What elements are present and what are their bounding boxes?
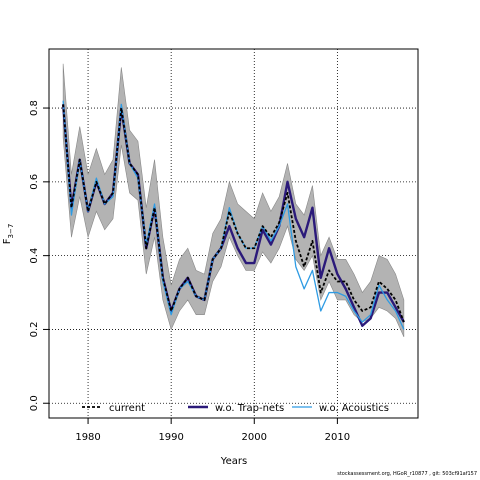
y-axis: 0.0 0.2 0.4 0.6 0.8 (29, 100, 49, 411)
y-tick-label: 0.6 (29, 174, 40, 190)
legend-label: current (109, 403, 145, 414)
y-axis-title-sub: 3−7 (7, 224, 15, 239)
x-tick-label: 1980 (75, 432, 100, 443)
x-axis-title: Years (220, 456, 247, 467)
legend-label: w.o. Trap-nets (215, 403, 284, 414)
plot-frame (48, 48, 419, 419)
y-tick-label: 0.8 (29, 100, 40, 116)
x-tick-label: 1990 (158, 432, 183, 443)
x-tick-label: 2010 (325, 432, 350, 443)
legend: current w.o. Trap-nets w.o. Acoustics (82, 403, 389, 414)
series-line-0 (62, 104, 405, 323)
legend-label: w.o. Acoustics (319, 403, 389, 414)
x-tick-label: 2000 (242, 432, 267, 443)
x-axis: 1980 1990 2000 2010 (75, 418, 350, 443)
footer-credit: stockassessment.org, HGoR_r10877 , git: … (337, 471, 477, 477)
series-lines (61, 100, 405, 330)
y-tick-label: 0.2 (29, 321, 40, 337)
y-axis-title: F3−7 (2, 224, 15, 245)
confidence-band (62, 63, 405, 337)
y-tick-label: 0.0 (29, 395, 40, 411)
y-axis-title-main: F (2, 238, 13, 244)
y-tick-label: 0.4 (29, 248, 40, 264)
